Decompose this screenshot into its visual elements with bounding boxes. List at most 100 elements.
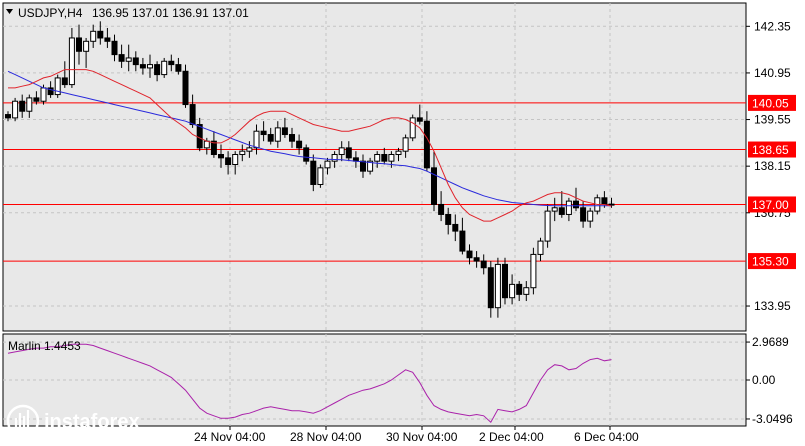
- candle-body-bearish: [502, 263, 508, 299]
- candle: [409, 114, 416, 142]
- candle-body-bearish: [111, 40, 118, 56]
- blue-moving-average: [7, 70, 612, 207]
- candle-body-bearish: [225, 157, 232, 166]
- candle: [147, 54, 153, 78]
- candle-body-bullish: [239, 150, 246, 156]
- candle: [161, 57, 168, 78]
- candle-body-bearish: [473, 257, 480, 262]
- candle-body-bullish: [338, 147, 345, 156]
- candle: [210, 131, 217, 158]
- candle: [502, 257, 508, 305]
- candle: [26, 94, 33, 118]
- candle: [118, 44, 125, 68]
- candle: [5, 111, 11, 122]
- candle-body-bearish: [47, 87, 54, 96]
- candle-body-bullish: [161, 60, 168, 76]
- level-label: 135.30: [752, 255, 789, 269]
- candle-body-bullish: [90, 30, 97, 42]
- candle: [374, 151, 381, 168]
- candle: [260, 121, 267, 142]
- price-tick-label: 142.35: [754, 19, 791, 33]
- dropdown-arrow-icon[interactable]: [6, 9, 13, 14]
- candle-body-bullish: [83, 40, 90, 52]
- candle-body-bullish: [331, 154, 338, 162]
- level-label: 137.00: [752, 198, 789, 212]
- candle-body-bullish: [537, 240, 544, 255]
- candle: [317, 164, 324, 188]
- candle-body-bearish: [118, 54, 125, 62]
- time-tick-label: 2 Dec 04:00: [479, 430, 544, 444]
- candle-body-bullish: [402, 137, 409, 152]
- candle-body-bearish: [189, 104, 196, 126]
- candle: [225, 151, 232, 175]
- candle: [125, 44, 132, 72]
- candle-body-bullish: [68, 37, 75, 86]
- instaforex-watermark: instaforex Instant Forex Trading: [6, 404, 145, 444]
- candle-body-bullish: [494, 263, 501, 309]
- candle: [466, 244, 473, 265]
- candle-body-bullish: [203, 140, 210, 149]
- candle-body-bearish: [431, 167, 437, 205]
- candle: [289, 127, 295, 148]
- candle: [246, 141, 253, 158]
- candle-body-bearish: [139, 64, 146, 69]
- candle: [431, 151, 437, 212]
- candle: [338, 141, 345, 162]
- candle: [345, 141, 352, 162]
- candle-body-bullish: [509, 283, 516, 299]
- candle: [132, 51, 139, 72]
- candle: [516, 281, 523, 302]
- indicator-axis: 2.9689 0.00 -3.0496: [746, 335, 793, 426]
- candle: [232, 151, 239, 175]
- time-tick-label: 24 Nov 04:00: [194, 430, 266, 444]
- candle: [480, 254, 487, 275]
- candle-body-bearish: [558, 207, 565, 215]
- candle: [395, 147, 402, 162]
- candle: [281, 117, 288, 138]
- candle-body-bearish: [5, 114, 11, 119]
- candle-body-bullish: [26, 97, 33, 112]
- time-axis: 24 Nov 04:00 28 Nov 04:00 30 Nov 04:00 2 De…: [194, 426, 639, 444]
- level-label-box: [748, 196, 796, 213]
- candle-body-bearish: [296, 140, 303, 149]
- candle: [76, 24, 82, 65]
- candle-body-bullish: [246, 147, 253, 152]
- candle-body-bearish: [182, 70, 189, 106]
- price-tick-label: 133.95: [754, 299, 791, 313]
- candle-body-bullish: [12, 100, 19, 119]
- indicator-tick-label: 2.9689: [752, 335, 789, 349]
- candle-body-bearish: [33, 97, 40, 102]
- candle: [253, 124, 260, 155]
- candle-body-bearish: [132, 57, 139, 66]
- horizontal-levels: [3, 102, 746, 262]
- candle-body-bearish: [97, 30, 104, 39]
- candle-body-bearish: [459, 230, 466, 252]
- candle: [61, 61, 68, 88]
- candle: [530, 247, 537, 295]
- candle-body-bullish: [374, 154, 381, 162]
- candle: [303, 144, 310, 165]
- candle-body-bearish: [360, 160, 366, 172]
- candle: [111, 34, 118, 62]
- level-label-box: [748, 141, 796, 158]
- watermark-tagline: Instant Forex Trading: [50, 433, 145, 444]
- candle: [509, 274, 516, 305]
- candle: [182, 64, 189, 108]
- candle: [310, 154, 317, 192]
- candle: [388, 151, 395, 168]
- candle-body-bullish: [40, 87, 47, 102]
- candle-body-bearish: [218, 154, 224, 159]
- candle: [587, 207, 594, 228]
- candle: [33, 91, 40, 105]
- candle-body-bearish: [345, 147, 352, 159]
- marlin-oscillator-line: [7, 343, 612, 423]
- candle: [83, 37, 90, 68]
- candle-body-bullish: [395, 150, 402, 156]
- candle: [565, 197, 572, 222]
- level-label-box: [748, 94, 796, 111]
- candle: [12, 97, 19, 122]
- candle-body-bearish: [76, 37, 82, 52]
- candle: [537, 237, 544, 262]
- candle: [97, 21, 104, 45]
